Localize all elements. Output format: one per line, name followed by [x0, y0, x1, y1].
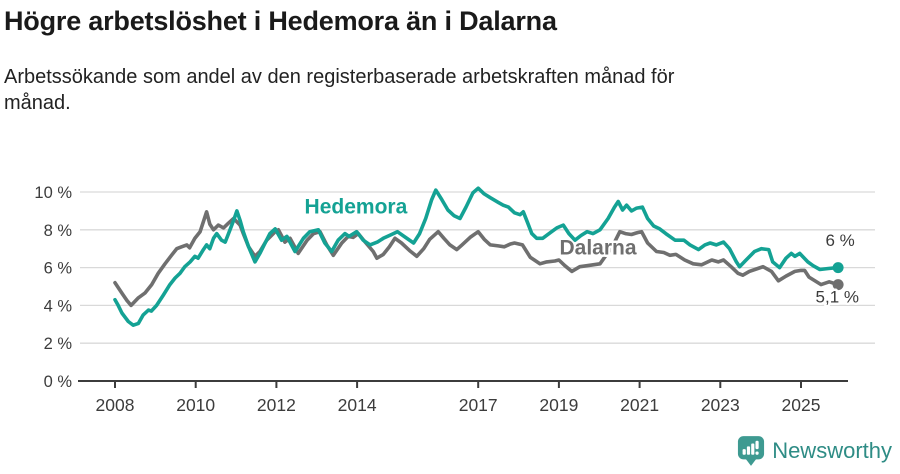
x-tick-label: 2021 [620, 395, 659, 415]
series-line-dalarna [113, 209, 840, 308]
y-tick-label: 4 % [44, 297, 73, 315]
newsworthy-attribution: Newsworthy [737, 434, 892, 468]
y-tick-label: 6 % [44, 260, 73, 278]
x-tick-label: 2023 [701, 395, 740, 415]
x-tick-label: 2008 [96, 395, 135, 415]
x-tick-label: 2019 [539, 395, 578, 415]
series-end-dot-hedemora [832, 262, 844, 274]
series-line-hedemora [113, 186, 840, 327]
page-title: Högre arbetslöshet i Hedemora än i Dalar… [4, 6, 557, 36]
newsworthy-brand-text: Newsworthy [772, 438, 892, 463]
y-tick-label: 10 % [34, 184, 72, 202]
line-chart: 0 % 2 % 4 % 6 % 8 % 10 % 2008 2010 2012 2014 2017 2… [34, 184, 875, 415]
end-value-label-hedemora: 6 % [825, 231, 854, 250]
chart-area: 0 % 2 % 4 % 6 % 8 % 10 % 2008 2010 2012 2014 2017 2… [0, 155, 900, 425]
chart-subtitle: Arbetssökande som andel av den registerb… [4, 66, 675, 115]
x-tick-label: 2014 [338, 395, 377, 415]
x-tick-label: 2025 [782, 395, 821, 415]
y-tick-label: 0 % [44, 373, 73, 391]
y-tick-label: 2 % [44, 335, 73, 353]
newsworthy-logo-icon [738, 436, 765, 466]
series-label-hedemora: Hedemora [305, 196, 408, 219]
end-value-label-dalarna: 5,1 % [816, 288, 859, 307]
x-tick-label: 2012 [257, 395, 296, 415]
series-end-dot-dalarna [832, 279, 844, 291]
y-tick-label: 8 % [44, 222, 73, 240]
x-tick-label: 2010 [176, 395, 215, 415]
series-label-dalarna: Dalarna [559, 236, 636, 259]
x-tick-label: 2017 [459, 395, 498, 415]
